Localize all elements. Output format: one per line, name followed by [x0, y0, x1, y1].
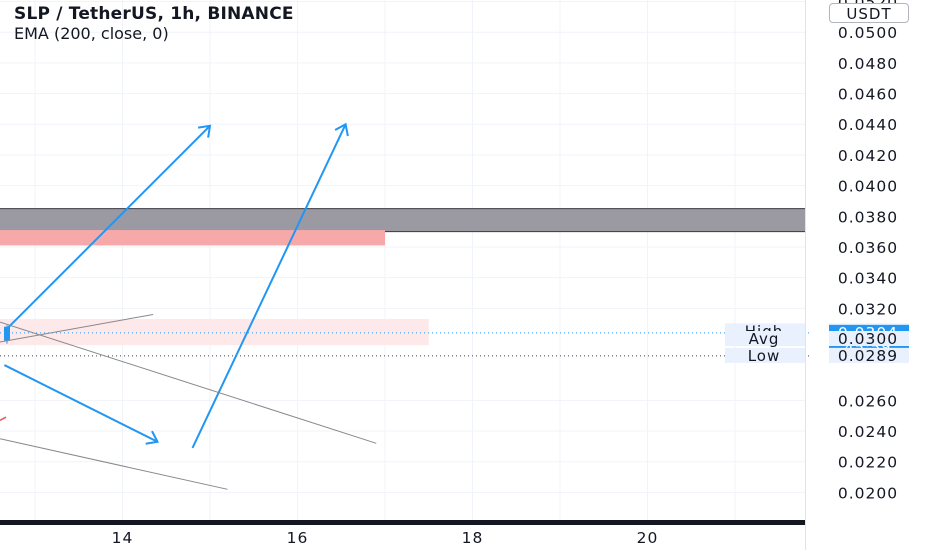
y-tick-label: 0.0260 — [838, 392, 898, 410]
y-tick-label: 0.0460 — [838, 86, 898, 104]
trendline-3[interactable] — [0, 313, 154, 343]
price-label-name-badge — [725, 330, 805, 346]
x-tick-label: 16 — [287, 529, 309, 547]
y-tick-label: 0.0200 — [838, 484, 898, 502]
y-tick-label: 0.0340 — [838, 270, 898, 288]
arrow-up-1-head — [197, 124, 212, 138]
currency-button[interactable]: USDT — [829, 3, 909, 23]
y-tick-label: 0.0480 — [838, 55, 898, 73]
price-label-badge — [829, 330, 909, 346]
arrow-down[interactable] — [3, 364, 158, 443]
y-tick-label: 0.0380 — [838, 208, 898, 226]
trendline-2[interactable] — [0, 438, 228, 490]
x-tick-label: 20 — [637, 529, 659, 547]
y-tick-label: 0.0420 — [838, 147, 898, 165]
price-label-name: Avg — [749, 330, 780, 348]
arrow-down-head — [145, 430, 160, 445]
price-label-value: 0.0289 — [838, 347, 898, 365]
x-tick-label: 14 — [112, 529, 134, 547]
price-label-badge — [829, 347, 909, 363]
price-label-name-badge — [725, 347, 805, 363]
y-tick-label: 0.0440 — [838, 116, 898, 134]
y-tick-label: 0.0360 — [838, 239, 898, 257]
resistance-zone-red[interactable] — [0, 230, 385, 246]
arrow-up-1[interactable] — [3, 125, 211, 333]
y-tick-label: 0.0320 — [838, 300, 898, 318]
ema-segment — [0, 416, 7, 421]
trendline-1[interactable] — [0, 321, 377, 444]
resistance-zone-grey[interactable] — [0, 208, 805, 232]
time-axis-border — [0, 520, 805, 525]
arrow-up-2-head — [334, 122, 349, 137]
y-tick-label: 0.0240 — [838, 423, 898, 441]
price-label-name: Low — [748, 347, 781, 365]
x-tick-label: 18 — [462, 529, 484, 547]
arrow-up-2[interactable] — [191, 123, 347, 449]
y-tick-label: 0.0220 — [838, 454, 898, 472]
current-zone-pink[interactable] — [0, 319, 429, 346]
price-label-value: 0.0300 — [838, 330, 898, 348]
y-tick-label: 0.0500 — [838, 24, 898, 42]
candle-body[interactable] — [4, 326, 10, 341]
y-tick-label: 0.0400 — [838, 178, 898, 196]
